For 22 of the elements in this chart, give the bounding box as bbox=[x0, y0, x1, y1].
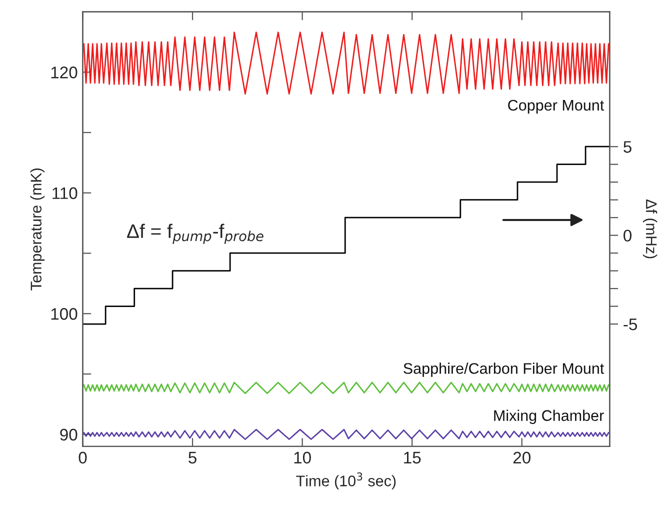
y-tick-label: 90 bbox=[60, 428, 78, 441]
y-axis-title: Temperature (mK) bbox=[30, 168, 45, 290]
y2-tick-label: -5 bbox=[624, 318, 638, 330]
y-tick-label: 120 bbox=[51, 66, 78, 78]
y-tick-label: 110 bbox=[52, 187, 78, 200]
series-label: Copper Mount bbox=[508, 100, 604, 114]
y2-axis-title: Δf (mHz) bbox=[642, 199, 658, 258]
x-axis-title: Time (10$^{3}$ sec) bbox=[296, 472, 396, 490]
x-tick-label: 15 bbox=[404, 452, 421, 464]
series-label: Sapphire/Carbon Fiber Mount bbox=[404, 362, 604, 377]
x-tick-label: 0 bbox=[78, 452, 87, 464]
line-series bbox=[83, 382, 610, 394]
series-label: Mixing Chamber bbox=[494, 410, 604, 424]
x-tick-label: 20 bbox=[513, 452, 530, 464]
line-series bbox=[83, 428, 610, 440]
line-series bbox=[83, 32, 610, 95]
y2-tick-label: 5 bbox=[624, 141, 632, 153]
annotation: Δf = f$_{pump}$-f$_{probe}$ bbox=[127, 224, 264, 244]
y2-tick-label: 0 bbox=[624, 230, 632, 242]
y-tick-label: 100 bbox=[51, 308, 78, 320]
x-tick-label: 5 bbox=[188, 452, 196, 464]
x-tick-label: 10 bbox=[294, 452, 311, 464]
